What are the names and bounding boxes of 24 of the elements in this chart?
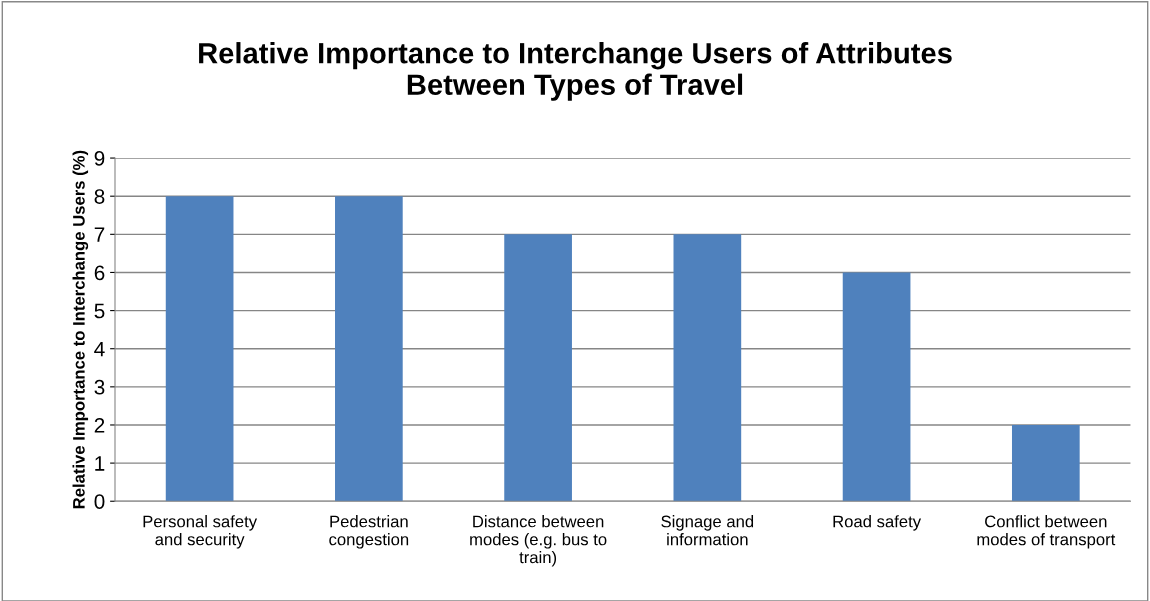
bar [504, 234, 572, 502]
x-tick-label: Distance between modes (e.g. bus to train) [470, 515, 607, 567]
x-tick-label: Signage and information [661, 515, 754, 546]
y-tick-label: 2 [94, 417, 105, 433]
bar [842, 272, 911, 502]
y-axis-title: Relative Importance to Interchange Users (%) [72, 150, 89, 509]
x-tick-label: Personal safety and security [143, 515, 258, 549]
chart-title: Relative Importance to Interchange Users of Attributes Between Types of Travel [199, 42, 952, 101]
y-tick-label: 0 [94, 494, 105, 509]
y-tick-label: 6 [94, 265, 105, 281]
x-tick-label: Conflict between modes of transport [977, 515, 1116, 549]
y-tick-label: 1 [95, 456, 105, 471]
bar [1011, 424, 1080, 502]
y-tick-label: 3 [94, 379, 105, 395]
y-tick-label: 4 [94, 341, 105, 357]
x-tick-label: Pedestrian congestion [329, 515, 409, 549]
bar [673, 234, 742, 502]
y-tick-label: 9 [94, 151, 105, 166]
y-tick-label: 8 [94, 189, 105, 204]
y-tick-label: 5 [94, 303, 105, 319]
bar [335, 196, 403, 502]
y-tick-label: 7 [94, 227, 105, 242]
bar [165, 196, 234, 502]
x-tick-label: Road safety [833, 515, 922, 531]
